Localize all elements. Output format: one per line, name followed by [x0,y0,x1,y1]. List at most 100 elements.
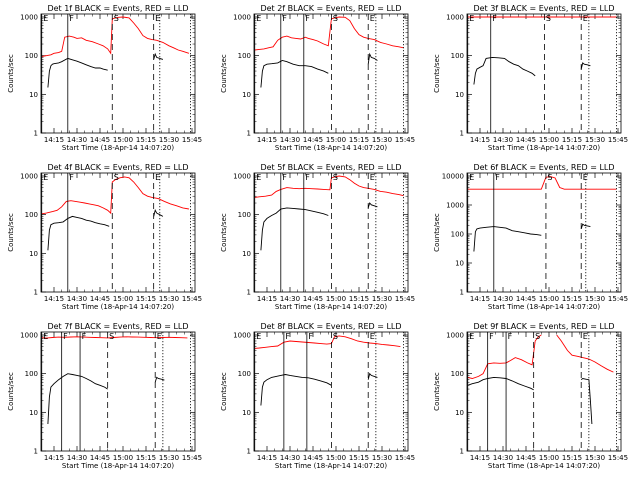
x-tick-label: 14:30 [280,136,300,144]
y-tick-label: 1000 [233,173,251,181]
panel-det-8: Det 8f BLACK = Events, RED = LLD 1 10 100 10… [220,322,415,470]
panel-title: Det 3f BLACK = Events, RED = LLD [473,4,614,13]
y-tick-label: 1000 [20,173,38,181]
y-axis-label: Counts/sec [433,213,441,252]
event-marker-label: E [256,332,261,341]
series-events-line [154,376,165,383]
event-marker-label: F [82,332,87,341]
event-marker-label: E [157,332,162,341]
x-tick-label: 15:45 [608,295,628,303]
series-events-line [367,52,378,65]
plot-frame [40,13,196,134]
panel-det-2: Det 2f BLACK = Events, RED = LLD 1 10 100 10… [220,4,415,152]
series-events-line [580,223,591,230]
x-tick-label: 15:00 [113,295,133,303]
event-marker-label: E [583,173,588,182]
series-events-line [153,52,164,60]
x-axis-label: Start Time (18-Apr-14 14:07:20) [488,144,600,152]
y-tick-label: 10 [242,250,251,258]
event-marker-label: S [109,332,114,341]
x-tick-label: 14:15 [470,454,490,462]
event-marker-label: E [583,332,588,341]
series-events-line [367,372,378,380]
y-tick-label: 10 [455,91,464,99]
series-lld-line [254,175,404,198]
panel-det-9: Det 9f BLACK = Events, RED = LLD 1 10 100 10… [433,322,628,470]
x-tick-label: 14:45 [303,136,323,144]
event-marker-label: E [583,14,588,23]
x-axis-label: Start Time (18-Apr-14 14:07:20) [488,462,600,470]
x-tick-label: 14:30 [280,295,300,303]
series-lld-line [467,334,542,379]
plot-frame [466,172,622,293]
x-tick-label: 14:30 [280,454,300,462]
event-marker-label: E [469,14,474,23]
x-tick-label: 14:45 [516,295,536,303]
y-axis-label: Counts/sec [433,54,441,93]
y-tick-label: 100 [25,211,38,219]
series-events-line [467,376,534,391]
series-events-line [260,374,332,406]
x-tick-label: 14:45 [303,295,323,303]
series-lld-line [41,336,188,339]
x-tick-label: 15:30 [585,295,605,303]
x-axis-label: Start Time (18-Apr-14 14:07:20) [275,303,387,311]
x-tick-label: 15:00 [326,136,346,144]
y-tick-label: 1 [34,448,38,456]
y-tick-label: 100 [238,370,251,378]
panel-title: Det 7f BLACK = Events, RED = LLD [47,322,188,331]
x-tick-label: 14:45 [90,454,110,462]
y-axis-label: Counts/sec [433,372,441,411]
x-tick-label: 15:00 [326,295,346,303]
event-marker-label: F [63,332,68,341]
panel-title: Det 6f BLACK = Events, RED = LLD [473,163,614,172]
x-axis-label: Start Time (18-Apr-14 14:07:20) [62,144,174,152]
series-events-line [260,207,329,251]
y-tick-label: 1 [460,448,464,456]
plot-frame [40,331,196,452]
x-tick-label: 15:45 [608,454,628,462]
event-marker-label: S [114,14,119,23]
x-tick-label: 15:00 [113,454,133,462]
x-tick-label: 14:15 [470,136,490,144]
event-marker-label: E [469,173,474,182]
event-marker-label: S [547,173,552,182]
series-lld-line [41,176,189,215]
series-events-line [47,57,108,88]
y-tick-label: 100 [451,370,464,378]
series-events-line [580,62,591,70]
x-tick-label: 14:45 [90,295,110,303]
x-tick-label: 14:30 [67,454,87,462]
plot-frame [466,331,622,452]
event-marker-label: E [43,173,48,182]
x-tick-label: 14:15 [257,136,277,144]
y-tick-label: 1 [460,130,464,138]
y-tick-label: 10 [29,250,38,258]
event-marker-label: F [282,173,287,182]
x-tick-label: 14:45 [90,136,110,144]
event-marker-label: F [508,332,513,341]
x-axis-label: Start Time (18-Apr-14 14:07:20) [62,303,174,311]
panel-title: Det 1f BLACK = Events, RED = LLD [47,4,188,13]
x-tick-label: 15:15 [562,454,582,462]
series-events-line [153,209,164,217]
x-tick-label: 15:45 [395,136,415,144]
x-tick-label: 14:15 [44,136,64,144]
x-tick-label: 15:45 [182,454,202,462]
event-marker-label: E [43,14,48,23]
panel-title: Det 5f BLACK = Events, RED = LLD [260,163,401,172]
x-tick-label: 14:45 [516,454,536,462]
y-tick-label: 10 [29,409,38,417]
event-marker-label: F [492,14,497,23]
event-marker-label: F [282,14,287,23]
x-axis-label: Start Time (18-Apr-14 14:07:20) [62,462,174,470]
y-tick-label: 10 [242,91,251,99]
event-marker-label: F [69,14,74,23]
x-tick-label: 15:00 [539,454,559,462]
y-axis-label: Counts/sec [220,213,228,252]
y-tick-label: 1000 [446,202,464,210]
x-tick-label: 15:45 [182,136,202,144]
panel-det-3: Det 3f BLACK = Events, RED = LLD 1 10 100 10… [433,4,628,152]
event-marker-label: F [489,332,494,341]
x-tick-label: 14:30 [493,136,513,144]
